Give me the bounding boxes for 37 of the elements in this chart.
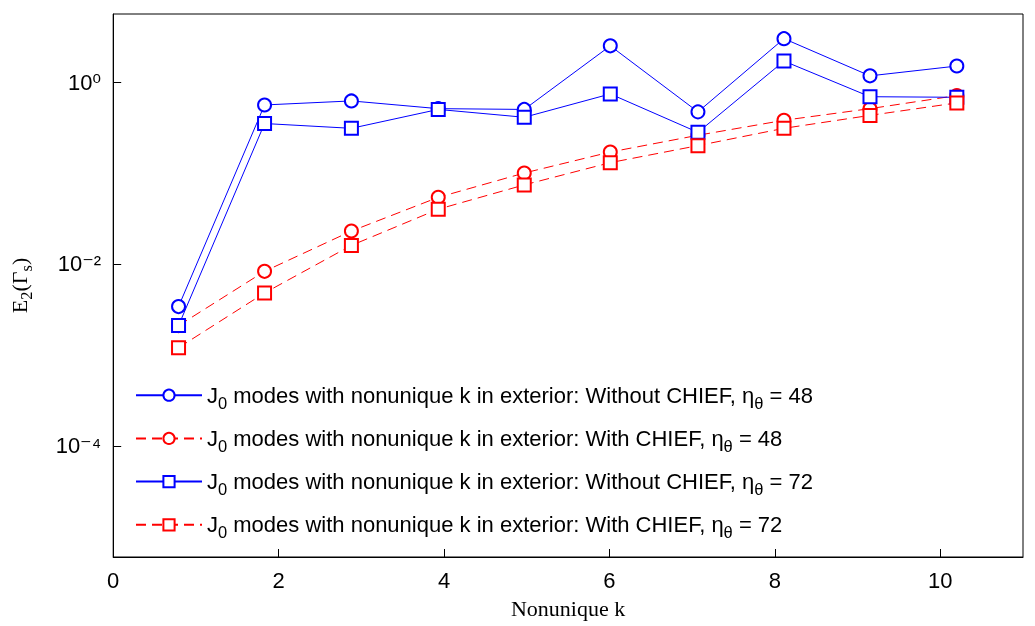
point xyxy=(257,285,273,301)
point xyxy=(343,120,359,136)
point xyxy=(430,201,446,217)
point xyxy=(602,86,618,102)
y-tick-label: 10⁰ xyxy=(67,69,102,95)
point xyxy=(949,95,965,111)
point xyxy=(516,109,532,125)
point xyxy=(171,299,187,315)
point xyxy=(776,53,792,69)
y-tick-label: 10⁻⁴ xyxy=(55,433,102,459)
x-tick-label: 10 xyxy=(928,567,953,593)
point xyxy=(776,31,792,47)
point xyxy=(602,155,618,171)
point xyxy=(343,223,359,239)
point xyxy=(516,177,532,193)
point xyxy=(690,104,706,120)
point xyxy=(343,93,359,109)
x-axis-title: Nonunique k xyxy=(510,595,626,621)
x-tick-label: 2 xyxy=(272,567,285,593)
point xyxy=(257,116,273,132)
y-tick-label: 10⁻² xyxy=(57,251,102,277)
point xyxy=(171,340,187,356)
x-tick-label: 6 xyxy=(603,567,616,593)
x-tick-label: 4 xyxy=(437,567,451,593)
point xyxy=(257,97,273,113)
point xyxy=(862,107,878,123)
point xyxy=(949,58,965,74)
point xyxy=(257,263,273,279)
y-axis-title: E2(Γs) xyxy=(6,257,37,314)
point xyxy=(776,120,792,136)
point xyxy=(690,138,706,154)
point xyxy=(862,68,878,84)
point xyxy=(343,237,359,253)
point xyxy=(602,38,618,54)
x-tick-label: 8 xyxy=(768,567,781,593)
point xyxy=(862,89,878,105)
x-tick-label: 0 xyxy=(107,567,120,593)
